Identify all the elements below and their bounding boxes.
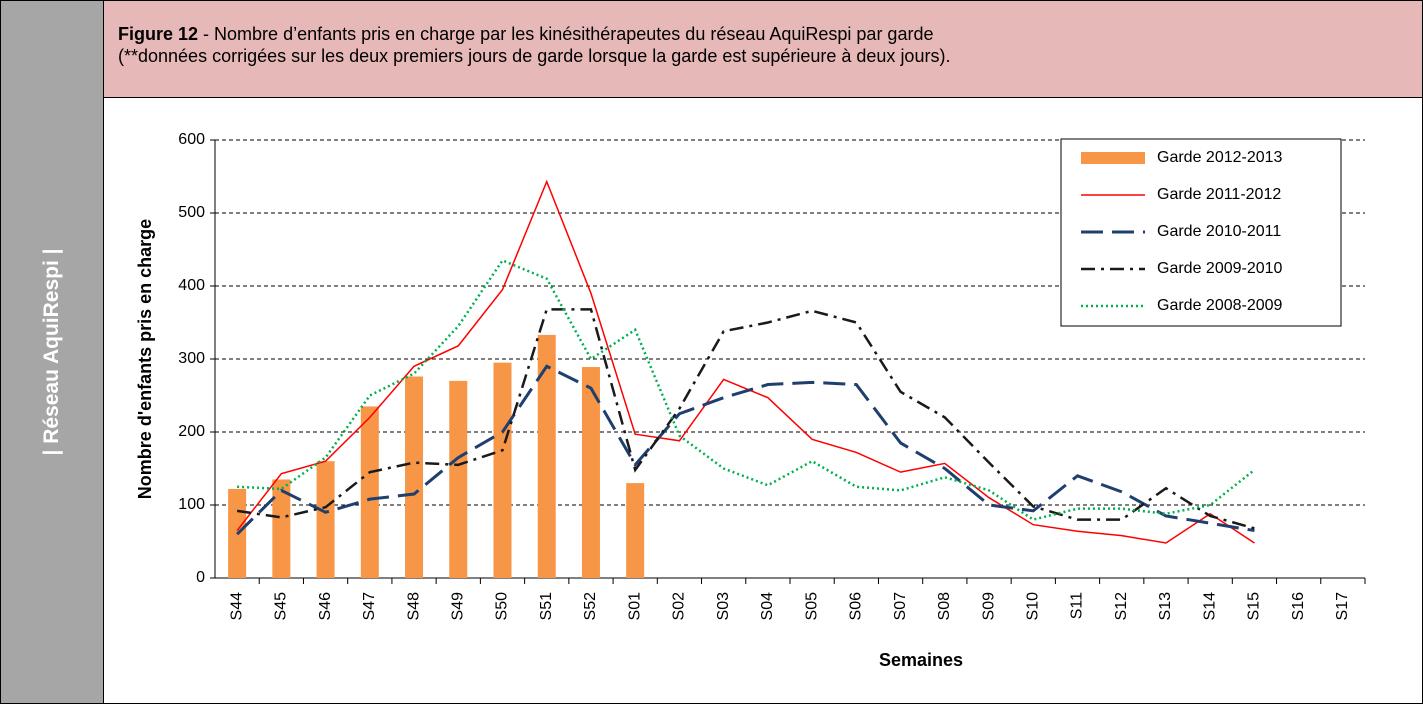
- x-tick-label: S04: [759, 592, 776, 621]
- x-tick-label: S45: [273, 592, 290, 621]
- line: [236, 308, 1255, 530]
- header-text: (**données corrigées sur les deux premie…: [118, 46, 951, 66]
- bar: [449, 380, 468, 578]
- line: [236, 364, 1255, 536]
- x-tick-label: S12: [1113, 592, 1130, 621]
- legend-label: Garde 2010-2011: [1157, 223, 1281, 240]
- y-tick-label: 0: [196, 569, 205, 586]
- legend-label: Garde 2008-2009: [1157, 297, 1283, 314]
- x-tick-label: S08: [936, 592, 953, 621]
- x-tick-label: S51: [538, 592, 555, 621]
- x-tick-label: S49: [449, 592, 466, 621]
- x-tick-label: S09: [980, 592, 997, 621]
- x-tick-label: S44: [228, 592, 245, 621]
- header-text: - Nombre d’enfants pris en charge par le…: [203, 24, 934, 44]
- bar: [272, 479, 291, 578]
- legend-swatch: [1081, 152, 1145, 164]
- x-tick-label: S13: [1157, 592, 1174, 621]
- y-tick-label: 400: [178, 277, 205, 294]
- x-tick-label: S02: [671, 592, 688, 621]
- x-tick-label: S06: [848, 592, 865, 621]
- y-tick-label: 300: [178, 350, 205, 367]
- y-tick-label: 200: [178, 423, 205, 440]
- bar: [360, 406, 379, 578]
- figure-label: Figure 12: [118, 24, 199, 44]
- y-tick-label: 600: [178, 131, 205, 148]
- bar: [405, 376, 424, 578]
- legend-label: Garde 2011-2012: [1157, 186, 1281, 203]
- sidebar: | Réseau AquiRespi |: [1, 1, 104, 703]
- x-tick-label: S01: [626, 592, 643, 621]
- x-tick-label: S10: [1024, 592, 1041, 621]
- bar: [626, 483, 645, 578]
- x-tick-label: S48: [405, 592, 422, 621]
- bar: [537, 334, 556, 578]
- x-tick-label: S15: [1246, 592, 1263, 621]
- x-tick-label: S03: [715, 592, 732, 621]
- header: Figure 12 - Nombre d’enfants pris en cha…: [104, 1, 1422, 98]
- x-tick-label: S07: [892, 592, 909, 621]
- line: [237, 258, 1256, 521]
- x-tick-label: S47: [361, 592, 378, 621]
- y-tick-label: 100: [178, 496, 205, 513]
- x-axis-title: Semaines: [879, 650, 963, 670]
- line: [236, 179, 1255, 544]
- x-tick-label: S17: [1334, 592, 1351, 621]
- y-tick-label: 500: [178, 204, 205, 221]
- bar: [493, 362, 512, 578]
- header-line: Figure 12 - Nombre d’enfants pris en cha…: [118, 23, 1422, 45]
- x-tick-label: S05: [803, 592, 820, 621]
- x-tick-label: S46: [317, 592, 334, 621]
- legend-label: Garde 2009-2010: [1157, 260, 1283, 277]
- x-tick-label: S16: [1290, 592, 1307, 621]
- y-axis-title: Nombre d'enfants pris en charge: [135, 219, 155, 499]
- bar: [316, 461, 335, 578]
- x-tick-label: S52: [582, 592, 599, 621]
- x-tick-label: S14: [1201, 592, 1218, 621]
- legend-label: Garde 2012-2013: [1157, 149, 1283, 166]
- bar: [581, 367, 600, 578]
- x-tick-label: S50: [494, 592, 511, 621]
- x-tick-label: S11: [1069, 592, 1086, 619]
- legend: [1060, 138, 1342, 327]
